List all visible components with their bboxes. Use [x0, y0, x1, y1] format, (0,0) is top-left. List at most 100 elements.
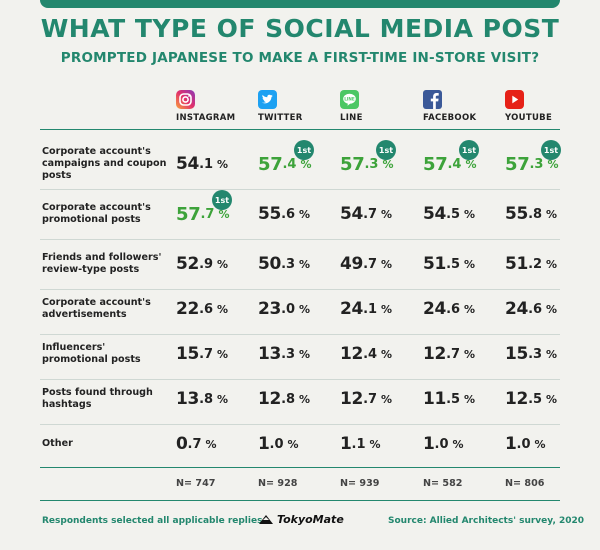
cell-percent: %: [299, 302, 311, 316]
column-name: TWITTER: [258, 113, 303, 123]
sample-size: N= 928: [258, 478, 298, 489]
cell-value: 12: [340, 389, 364, 409]
cell-decimal: .5: [446, 256, 461, 272]
cell-decimal: .7: [199, 346, 214, 362]
cell-decimal: .7: [363, 391, 378, 407]
table-cell: 12.7%: [340, 379, 420, 419]
table-cell: 57.3%: [505, 144, 585, 184]
table-cell: 12.5%: [505, 379, 585, 419]
table-cell: 24.6%: [423, 289, 503, 329]
table-cell: 23.0%: [258, 289, 338, 329]
cell-percent: %: [534, 437, 546, 451]
cell-value: 24: [423, 299, 447, 319]
column-header-line: LINE LINE: [340, 90, 420, 123]
table-cell: 15.3%: [505, 334, 585, 374]
cell-decimal: .5: [528, 391, 543, 407]
cell-decimal: .8: [199, 391, 214, 407]
header-rule: [40, 129, 560, 130]
table-cell: 13.8%: [176, 379, 256, 419]
cell-value: 11: [423, 389, 447, 409]
column-name: INSTAGRAM: [176, 113, 236, 123]
cell-percent: %: [205, 437, 217, 451]
row-label: Posts found through hashtags: [42, 387, 153, 410]
table-cell: 13.3%: [258, 334, 338, 374]
page-subtitle: PROMPTED JAPANESE TO MAKE A FIRST-TIME I…: [60, 50, 540, 66]
cell-value: 51: [423, 254, 447, 274]
cell-value: 12: [258, 389, 282, 409]
sample-size: N= 582: [423, 478, 463, 489]
column-name: FACEBOOK: [423, 113, 477, 123]
column-name: YOUTUBE: [505, 113, 553, 123]
cell-percent: %: [299, 257, 311, 271]
cell-value: 50: [258, 254, 282, 274]
row-divider: [40, 334, 560, 335]
twitter-icon: [258, 90, 277, 109]
column-header-twitter: TWITTER: [258, 90, 338, 123]
svg-text:LINE: LINE: [344, 97, 355, 102]
sample-size: N= 747: [176, 478, 216, 489]
cell-value: 55: [258, 204, 282, 224]
cell-decimal: .0: [434, 436, 449, 452]
cell-value: 12: [505, 389, 529, 409]
cell-decimal: .5: [446, 206, 461, 222]
cell-decimal: .7: [363, 206, 378, 222]
table-cell: 55.8%: [505, 194, 585, 234]
row-label: Corporate account's campaigns and coupon…: [42, 146, 167, 181]
source-note: Source: Allied Architects' survey, 2020: [388, 516, 585, 526]
table-cell: 12.8%: [258, 379, 338, 419]
cell-percent: %: [547, 157, 559, 171]
cell-decimal: .5: [446, 391, 461, 407]
cell-percent: %: [546, 347, 558, 361]
cell-decimal: .7: [363, 256, 378, 272]
cell-value: 57: [340, 153, 365, 175]
cell-value: 57: [423, 153, 448, 175]
cell-percent: %: [464, 257, 476, 271]
cell-value: 52: [176, 254, 200, 274]
top-accent-bar: [40, 0, 560, 8]
cell-percent: %: [464, 207, 476, 221]
row-label: Corporate account's promotional posts: [42, 202, 151, 225]
table-cell: 54.7%: [340, 194, 420, 234]
first-place-badge: 1st: [541, 140, 561, 160]
row-label: Friends and followers' review-type posts: [42, 252, 162, 275]
cell-value: 54: [423, 204, 447, 224]
page-title: WHAT TYPE OF SOCIAL MEDIA POST: [40, 14, 560, 43]
cell-value: 49: [340, 254, 364, 274]
youtube-icon: [505, 90, 524, 109]
cell-percent: %: [299, 347, 311, 361]
row-divider: [40, 239, 560, 240]
cell-value: 24: [505, 299, 529, 319]
cell-percent: %: [217, 257, 229, 271]
table-cell: 1.1%: [340, 424, 420, 464]
cell-percent: %: [217, 347, 229, 361]
cell-decimal: .3: [529, 156, 544, 172]
cell-value: 1: [505, 434, 517, 454]
cell-decimal: .6: [528, 301, 543, 317]
row-divider: [40, 289, 560, 290]
cell-value: 23: [258, 299, 282, 319]
row-label: Corporate account's advertisements: [42, 297, 151, 320]
cell-value: 12: [423, 344, 447, 364]
table-cell: 51.5%: [423, 244, 503, 284]
cell-percent: %: [381, 302, 393, 316]
cell-percent: %: [546, 392, 558, 406]
row-divider: [40, 189, 560, 190]
table-cell: 12.4%: [340, 334, 420, 374]
instagram-icon: [176, 90, 195, 109]
column-header-youtube: YOUTUBE: [505, 90, 585, 123]
cell-percent: %: [465, 157, 477, 171]
cell-decimal: .3: [528, 346, 543, 362]
cell-value: 57: [176, 203, 201, 225]
cell-value: 12: [340, 344, 364, 364]
cell-value: 54: [176, 154, 200, 174]
sample-size: N= 806: [505, 478, 545, 489]
cell-value: 1: [423, 434, 435, 454]
first-place-badge: 1st: [459, 140, 479, 160]
cell-decimal: .2: [528, 256, 543, 272]
cell-percent: %: [464, 347, 476, 361]
cell-decimal: .4: [363, 346, 378, 362]
cell-decimal: .0: [516, 436, 531, 452]
table-cell: 1.0%: [423, 424, 503, 464]
cell-value: 13: [176, 389, 200, 409]
sample-size: N= 939: [340, 478, 380, 489]
